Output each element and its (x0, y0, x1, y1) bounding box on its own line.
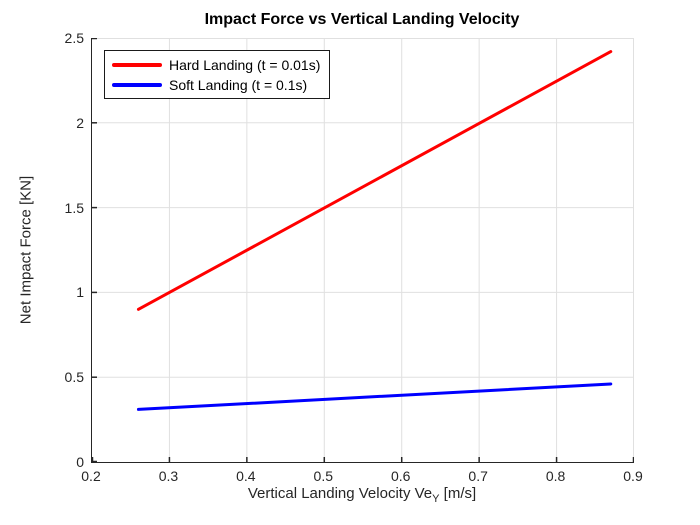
legend: Hard Landing (t = 0.01s) Soft Landing (t… (104, 50, 331, 99)
y-tick-label: 0 (76, 454, 84, 470)
x-tick-label: 0.9 (623, 468, 643, 484)
x-tick-label: 0.5 (313, 468, 334, 484)
series-line-0 (136, 50, 613, 311)
legend-line-sample-blue (112, 82, 162, 87)
y-tick-label: 1.5 (64, 199, 84, 216)
y-tick-label: 2 (76, 114, 84, 131)
legend-line-sample-red (112, 62, 162, 67)
x-axis-label-subscript: Y (432, 493, 440, 505)
legend-item-hard-landing: Hard Landing (t = 0.01s) (112, 55, 320, 74)
x-axis-label-text: Vertical Landing Velocity Ve (247, 485, 433, 502)
legend-label-soft-landing: Soft Landing (t = 0.1s) (169, 76, 308, 93)
x-tick-label: 0.6 (390, 468, 411, 484)
y-tick-label: 0.5 (64, 369, 84, 386)
x-tick-label: 0.2 (81, 468, 101, 484)
plot-canvas (92, 38, 634, 462)
x-tick-label: 0.7 (468, 468, 488, 484)
x-axis-label-units: [m/s] (439, 485, 477, 502)
y-tick-label: 1 (76, 284, 84, 301)
plot-area: Hard Landing (t = 0.01s) Soft Landing (t… (91, 38, 634, 463)
y-tick-label: 2.5 (64, 30, 84, 46)
legend-item-soft-landing: Soft Landing (t = 0.1s) (112, 75, 320, 94)
chart-title: Impact Force vs Vertical Landing Velocit… (204, 11, 520, 28)
series-line-1 (136, 382, 613, 411)
x-tick-label: 0.3 (158, 468, 179, 484)
x-axis-label: Vertical Landing Velocity VeY [m/s] (91, 485, 633, 505)
legend-label-hard-landing: Hard Landing (t = 0.01s) (169, 56, 321, 73)
x-tick-label: 0.4 (236, 468, 256, 484)
x-tick-label: 0.8 (545, 468, 566, 484)
